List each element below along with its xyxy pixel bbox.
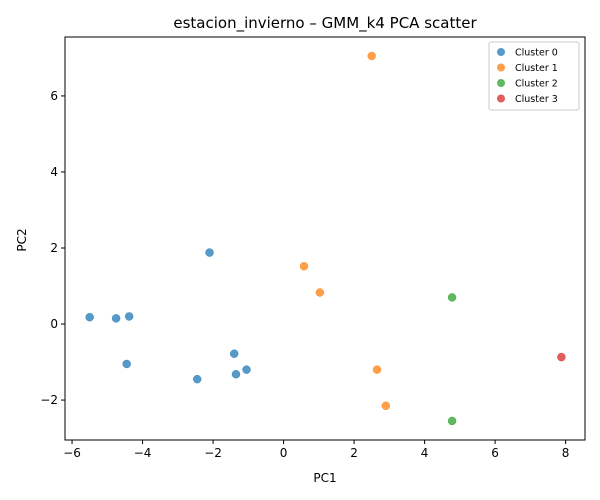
data-point-cluster-0 [85,312,94,322]
y-tick-label: 4 [50,165,58,179]
y-tick-label: 6 [50,89,58,103]
data-point-cluster-2 [447,293,457,302]
ticks-layer: −6 −4 −2 0 2 4 6 8 −2 0 2 4 6 [40,89,569,460]
legend-marker [497,94,505,103]
legend-box [488,41,580,111]
x-tick-label: 8 [562,446,570,460]
y-axis-label: PC2 [15,228,29,251]
data-point-cluster-3 [557,352,566,362]
legend-label: Cluster 1 [515,63,558,74]
data-point-cluster-0 [205,248,214,257]
legend-label: Cluster 0 [515,48,558,59]
data-point-cluster-0 [111,314,121,323]
legend-marker [497,79,505,87]
legend: Cluster 0 Cluster 1 Cluster 2 Cluster 3 [488,41,580,111]
chart-title: estacion_invierno – GMM_k4 PCA scatter [173,14,477,33]
data-point-cluster-1 [367,51,376,61]
data-point-cluster-0 [229,349,239,358]
legend-marker [497,48,505,56]
data-point-cluster-0 [231,369,241,379]
x-tick-label: 2 [350,446,358,460]
x-tick-label: −2 [204,446,222,460]
y-tick-label: 0 [50,317,58,331]
x-tick-label: 0 [280,446,288,460]
data-point-cluster-2 [447,416,457,426]
data-point-cluster-0 [122,359,131,369]
plot-frame [64,36,586,441]
data-point-cluster-1 [381,401,391,411]
points-layer [85,51,566,426]
x-tick-label: 4 [421,446,429,460]
x-tick-label: −4 [134,446,152,460]
legend-label: Cluster 2 [515,79,558,90]
data-point-cluster-0 [124,312,134,321]
data-point-cluster-1 [315,288,325,297]
x-tick-label: 6 [491,446,499,460]
y-tick-label: 2 [50,241,58,255]
legend-label: Cluster 3 [515,94,558,105]
data-point-cluster-1 [299,262,309,271]
y-tick-label: −2 [40,393,58,407]
data-point-cluster-1 [372,365,382,374]
x-tick-label: −6 [63,446,81,460]
data-point-cluster-0 [242,365,251,374]
x-axis-label: PC1 [313,471,336,485]
legend-marker [497,63,505,72]
data-point-cluster-0 [192,374,202,384]
